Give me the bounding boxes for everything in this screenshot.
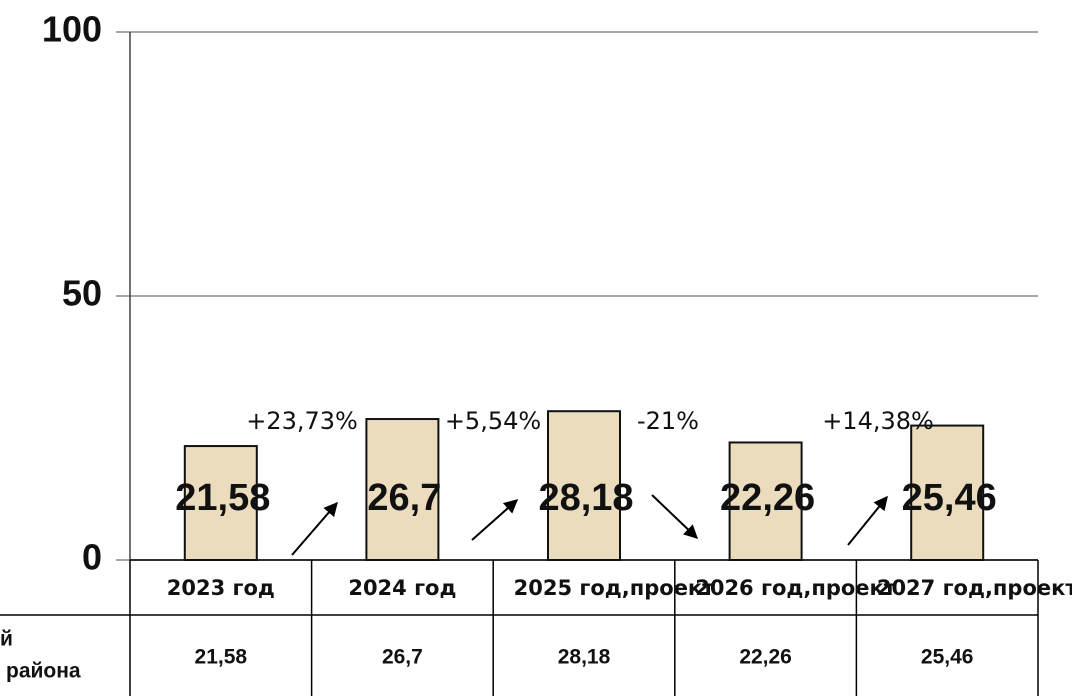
annotation: +23,73% [246, 407, 358, 435]
table-cell: 28,18 [558, 646, 611, 669]
arrow [651, 494, 699, 539]
arrow [847, 495, 888, 546]
y-tick-label: 100 [42, 9, 102, 50]
annotation: -21% [637, 407, 699, 435]
bar [728, 441, 803, 561]
table-cell: 22,26 [739, 646, 792, 669]
bar [547, 410, 621, 561]
table-cell: 21,58 [195, 646, 248, 669]
arrow [291, 501, 338, 556]
data-label: 28,18 [538, 477, 633, 519]
table-cell: 25,46 [921, 646, 974, 669]
data-label: 26,7 [367, 477, 441, 519]
x-tick-label: 2026 год,проект [695, 576, 897, 600]
arrows [291, 494, 888, 556]
annotation: +14,38% [822, 407, 934, 435]
y-tick-label: 50 [62, 273, 102, 314]
x-tick-label: 2025 год,проект [514, 576, 716, 600]
row-label: района [6, 660, 81, 683]
table-cell: 26,7 [382, 646, 423, 669]
bar [910, 424, 985, 561]
x-tick-label: 2024 год [348, 576, 456, 600]
data-label: 22,26 [720, 477, 815, 519]
x-tick-label: 2023 год [167, 576, 275, 600]
y-tick-label: 0 [82, 537, 102, 578]
row-label: й [0, 628, 13, 651]
annotation: +5,54% [445, 407, 541, 435]
x-tick-label: 2027 год,проект [877, 576, 1072, 600]
data-label: 21,58 [175, 477, 270, 519]
data-label: 25,46 [902, 477, 997, 519]
arrow [471, 499, 519, 541]
bar [365, 418, 440, 561]
bar [183, 445, 258, 561]
